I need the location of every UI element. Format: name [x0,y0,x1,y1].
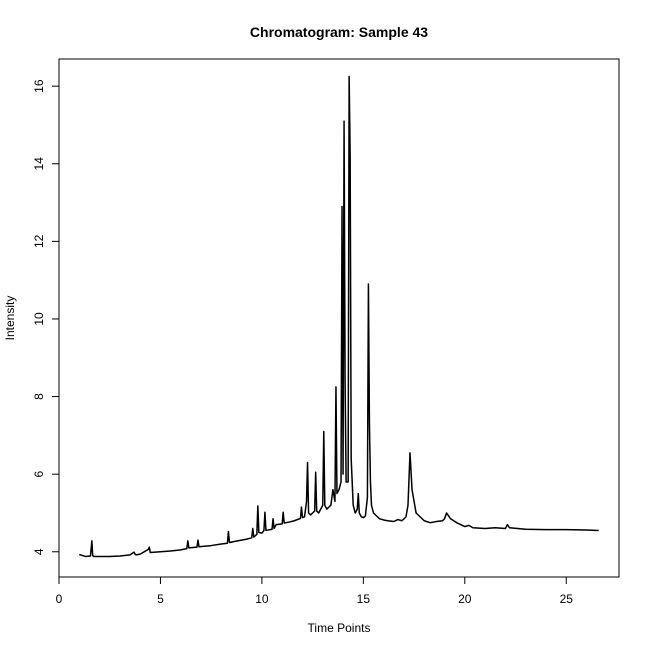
y-tick-label: 16 [32,79,46,93]
x-tick-label: 15 [357,592,371,606]
y-tick-label: 8 [32,393,46,400]
y-tick-label: 14 [32,157,46,171]
x-tick-label: 20 [458,592,472,606]
x-axis: 0 5 10 15 20 25 [56,577,574,606]
y-tick-label: 6 [32,471,46,478]
y-axis: 4 6 8 10 12 14 16 [32,79,59,555]
x-tick-label: 0 [56,592,63,606]
y-tick-label: 4 [32,548,46,555]
series-line [79,75,599,558]
plot-area-border [58,58,620,578]
x-tick-label: 5 [157,592,164,606]
x-tick-label: 25 [560,592,574,606]
y-tick-label: 12 [32,234,46,248]
x-tick-label: 10 [255,592,269,606]
y-tick-label: 10 [32,312,46,326]
chart-title: Chromatogram: Sample 43 [250,24,428,40]
y-axis-label: Intensity [3,296,17,341]
x-axis-label: Time Points [308,621,371,635]
